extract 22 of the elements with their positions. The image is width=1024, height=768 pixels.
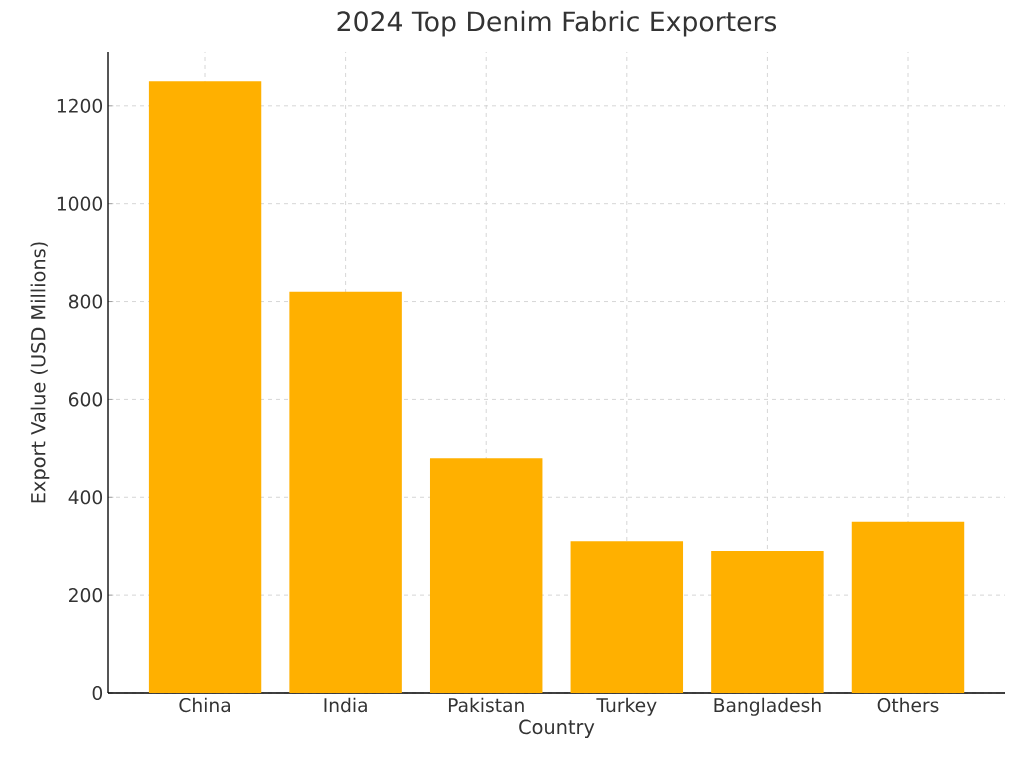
bar bbox=[711, 551, 824, 693]
chart-title: 2024 Top Denim Fabric Exporters bbox=[337, 10, 777, 37]
x-tick-label: Bangladesh bbox=[714, 697, 821, 716]
y-tick-label: 200 bbox=[69, 588, 103, 603]
bar bbox=[429, 458, 543, 693]
bar bbox=[148, 81, 262, 693]
bar bbox=[851, 521, 965, 693]
x-tick-label: Others bbox=[877, 697, 939, 713]
x-tick-label: Turkey bbox=[596, 697, 657, 716]
x-tick-label: China bbox=[179, 697, 230, 713]
y-tick-label: 1200 bbox=[57, 98, 103, 113]
y-tick-label: 800 bbox=[68, 294, 103, 309]
x-tick-label: Pakistan bbox=[448, 697, 524, 713]
y-tick-label: 600 bbox=[68, 392, 103, 407]
x-axis-title: Country bbox=[519, 719, 595, 738]
y-axis-title: Export Value (USD Millions) bbox=[30, 242, 50, 503]
y-tick-label: 0 bbox=[92, 685, 103, 701]
bar bbox=[289, 291, 402, 693]
x-tick-label: India bbox=[324, 697, 367, 713]
y-tick-label: 400 bbox=[68, 490, 103, 505]
y-tick-label: 1000 bbox=[57, 196, 103, 211]
bar bbox=[570, 541, 684, 693]
